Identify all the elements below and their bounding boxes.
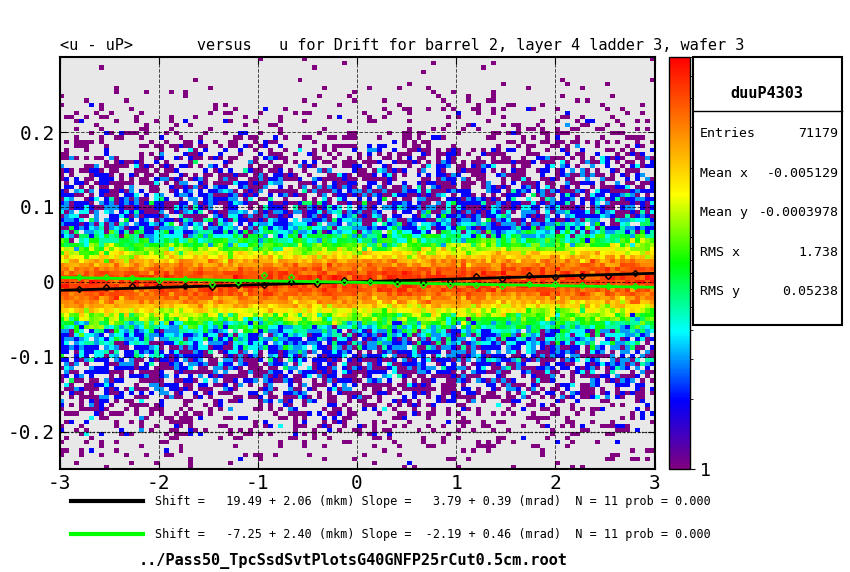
Text: ../Pass50_TpcSsdSvtPlotsG40GNFP25rCut0.5cm.root: ../Pass50_TpcSsdSvtPlotsG40GNFP25rCut0.5… (139, 553, 567, 569)
Text: RMS y: RMS y (700, 285, 740, 299)
Text: Entries: Entries (700, 127, 756, 140)
Text: Mean y: Mean y (700, 206, 748, 219)
Text: Mean x: Mean x (700, 167, 748, 180)
Text: RMS x: RMS x (700, 246, 740, 259)
Text: 71179: 71179 (798, 127, 838, 140)
FancyBboxPatch shape (693, 57, 842, 325)
Text: -0.005129: -0.005129 (767, 167, 838, 180)
Text: 1.738: 1.738 (798, 246, 838, 259)
Text: 0.05238: 0.05238 (783, 285, 838, 299)
Text: Shift =   -7.25 + 2.40 (mkm) Slope =  -2.19 + 0.46 (mrad)  N = 11 prob = 0.000: Shift = -7.25 + 2.40 (mkm) Slope = -2.19… (155, 527, 711, 541)
Text: duuP4303: duuP4303 (731, 86, 803, 101)
Text: -0.0003978: -0.0003978 (758, 206, 838, 219)
Text: <u - uP>       versus   u for Drift for barrel 2, layer 4 ladder 3, wafer 3: <u - uP> versus u for Drift for barrel 2… (60, 38, 744, 53)
Text: Shift =   19.49 + 2.06 (mkm) Slope =   3.79 + 0.39 (mrad)  N = 11 prob = 0.000: Shift = 19.49 + 2.06 (mkm) Slope = 3.79 … (155, 495, 711, 508)
